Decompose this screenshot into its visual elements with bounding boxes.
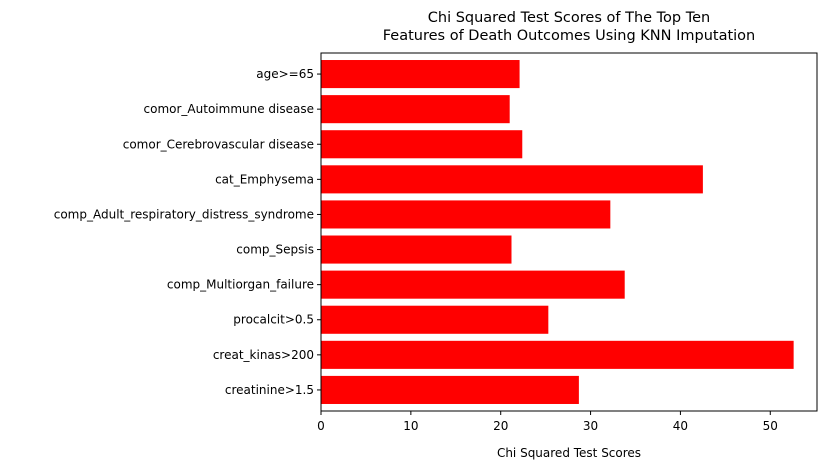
x-tick-label-2: 20 <box>493 419 508 433</box>
y-tick-label-2: procalcit>0.5 <box>233 313 314 327</box>
bar-3 <box>321 270 625 299</box>
x-tick-label-1: 10 <box>403 419 418 433</box>
bar-8 <box>321 95 510 124</box>
bar-2 <box>321 305 549 334</box>
bar-7 <box>321 130 523 159</box>
plot-frame <box>320 52 818 412</box>
x-tick-label-3: 30 <box>583 419 598 433</box>
x-tick-label-0: 0 <box>317 419 325 433</box>
y-tick-label-6: cat_Emphysema <box>215 172 314 186</box>
x-tick-label-5: 50 <box>763 419 778 433</box>
bar-6 <box>321 165 703 194</box>
y-tick-label-7: comor_Cerebrovascular disease <box>123 137 314 151</box>
bar-4 <box>321 235 512 264</box>
y-tick-label-0: creatinine>1.5 <box>225 383 314 397</box>
y-tick-label-1: creat_kinas>200 <box>213 348 314 362</box>
y-tick-label-5: comp_Adult_respiratory_distress_syndrome <box>54 207 314 221</box>
y-tick-label-9: age>=65 <box>256 67 314 81</box>
chart-title-line-2: Features of Death Outcomes Using KNN Imp… <box>383 28 756 44</box>
bar-5 <box>321 200 611 229</box>
bar-1 <box>321 340 794 369</box>
y-tick-label-3: comp_Multiorgan_failure <box>167 278 314 292</box>
x-tick-label-4: 40 <box>673 419 688 433</box>
chart-title-line-1: Chi Squared Test Scores of The Top Ten <box>428 10 711 26</box>
y-tick-label-8: comor_Autoimmune disease <box>144 102 314 116</box>
y-tick-label-4: comp_Sepsis <box>236 243 314 257</box>
bar-0 <box>321 375 579 404</box>
x-axis-label: Chi Squared Test Scores <box>497 446 641 460</box>
bar-9 <box>321 60 520 89</box>
